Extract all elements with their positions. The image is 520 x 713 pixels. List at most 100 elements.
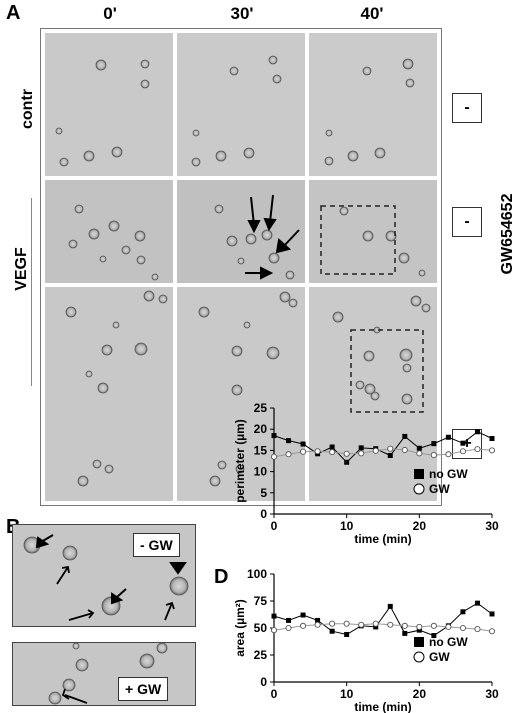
data-point-circle [416, 450, 423, 457]
data-point-circle [474, 446, 481, 453]
x-tick-label: 30 [485, 519, 499, 533]
x-tick-label: 0 [271, 519, 278, 533]
label-minus-gw: - GW [133, 533, 180, 557]
data-point-circle [372, 447, 379, 454]
y-tick-label: 25 [254, 648, 268, 662]
data-point-square [445, 434, 451, 440]
series-line-1 [273, 448, 493, 458]
data-point-circle [474, 626, 481, 633]
data-point-circle [387, 621, 394, 628]
data-point-circle [358, 621, 365, 628]
data-point-circle [358, 450, 365, 457]
y-tick-label: 15 [254, 443, 268, 457]
data-point-square [474, 600, 480, 606]
data-point-square [474, 429, 480, 435]
data-point-circle [343, 620, 350, 627]
legend-marker [414, 637, 424, 647]
data-point-square [329, 444, 335, 450]
data-point-circle [401, 622, 408, 629]
micrograph-minus-gw: - GW [12, 524, 196, 627]
legend-label: GW [429, 650, 450, 664]
x-tick-label: 30 [485, 687, 499, 701]
drug-label: GW654652 [499, 193, 516, 275]
sign-box-contr: - [452, 93, 482, 123]
data-point-square [373, 624, 379, 630]
data-point-circle [270, 453, 278, 460]
vegf-bracket-line [31, 198, 32, 386]
legend-marker [413, 651, 425, 663]
series-line-0 [273, 602, 493, 637]
data-point-square [431, 441, 437, 447]
data-point-circle [329, 449, 336, 456]
y-tick-label: 5 [260, 486, 267, 500]
cell-images [45, 33, 437, 501]
legend-marker [413, 483, 425, 495]
time-label-30: 30' [230, 4, 254, 23]
x-axis-label: time (min) [354, 532, 411, 546]
data-point-square [300, 612, 306, 618]
data-point-circle [430, 622, 437, 629]
chart-area: 0 25 50 75 100 0 10 20 30 time (min) area (µm²) no … [233, 567, 499, 713]
data-point-circle [300, 448, 307, 455]
y-tick-label: 50 [254, 621, 268, 635]
data-point-circle [270, 627, 278, 634]
data-point-circle [314, 448, 321, 455]
data-point-square [329, 628, 335, 634]
microscopy-grid [40, 28, 442, 506]
data-point-square [431, 633, 437, 639]
data-point-square [416, 627, 422, 633]
arrow-marks [245, 194, 300, 280]
x-tick-label: 10 [340, 519, 354, 533]
legend-label: GW [429, 482, 450, 496]
data-point-circle [459, 624, 466, 632]
dashed-box-vegf-minus [320, 205, 396, 275]
data-point-square [344, 631, 350, 637]
x-tick-label: 20 [413, 519, 427, 533]
row-label-contr: contr [19, 89, 36, 129]
data-point-circle [300, 622, 307, 629]
data-point-circle [285, 624, 292, 632]
y-tick-label: 10 [254, 465, 268, 479]
data-point-circle [445, 451, 452, 458]
data-point-circle [445, 623, 452, 630]
x-axis-label: time (min) [354, 700, 411, 713]
legend-marker [414, 469, 424, 479]
time-label-0: 0' [103, 4, 117, 23]
data-point-circle [343, 450, 350, 457]
data-point-square [300, 441, 306, 447]
data-point-circle [372, 620, 379, 627]
data-point-square [402, 630, 408, 636]
data-point-square [387, 603, 393, 609]
data-point-circle [430, 452, 437, 459]
data-point-square [286, 438, 292, 444]
data-point-square [271, 613, 277, 619]
series-line-0 [273, 431, 493, 464]
data-point-square [460, 440, 466, 446]
sign-box-vegf-minus: - [452, 207, 482, 237]
data-point-square [460, 609, 466, 615]
label-plus-gw: + GW [118, 677, 169, 701]
data-point-circle [285, 451, 292, 458]
data-point-circle [488, 447, 496, 454]
data-point-square [315, 617, 321, 623]
y-tick-label: 25 [254, 401, 268, 415]
x-tick-label: 20 [413, 687, 427, 701]
data-point-square [489, 436, 495, 442]
data-point-square [416, 445, 422, 451]
y-axis-label: area (µm²) [233, 599, 247, 657]
x-tick-label: 10 [340, 687, 354, 701]
data-point-square [387, 452, 393, 458]
data-point-circle [416, 623, 423, 630]
row-label-vegf: VEGF [13, 247, 30, 291]
panel-letter-d: D [214, 566, 229, 588]
data-point-square [402, 433, 408, 439]
data-point-circle [401, 446, 408, 454]
y-axis-label: perimeter (µm) [233, 419, 247, 503]
y-tick-label: 75 [254, 594, 268, 608]
data-point-square [489, 611, 495, 617]
y-tick-label: 0 [260, 675, 267, 689]
x-tick-label: 0 [271, 687, 278, 701]
data-point-square [271, 433, 277, 439]
y-tick-label: 100 [247, 567, 267, 581]
data-point-circle [387, 445, 394, 452]
